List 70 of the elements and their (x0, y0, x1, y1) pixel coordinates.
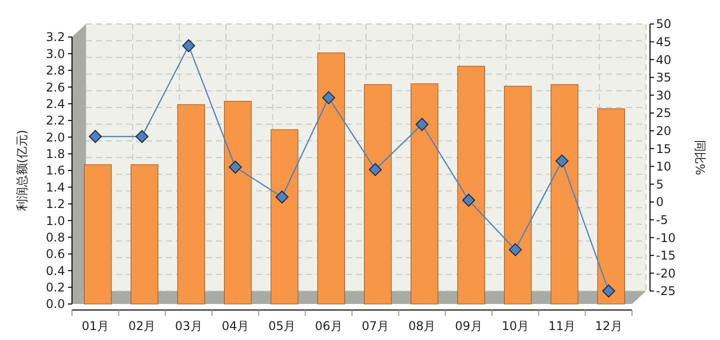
x-tick-label: 10月 (502, 319, 529, 333)
bar (364, 84, 392, 304)
y-tick-label: 3.0 (46, 46, 65, 61)
point (602, 284, 616, 298)
y-tick-label: 1.6 (46, 164, 65, 178)
point (228, 160, 242, 174)
y-tick-label: 2.2 (46, 114, 65, 128)
y-tick-label: 1.0 (46, 214, 65, 228)
bar (270, 129, 298, 304)
y2-tick-label: 45 (656, 35, 672, 49)
point (462, 194, 476, 207)
point (508, 243, 522, 256)
x-tick-label: 08月 (408, 319, 436, 333)
y-tick-label: 0.0 (46, 297, 65, 312)
point (88, 130, 102, 143)
point (136, 130, 148, 143)
y-tick-label: 0.4 (46, 264, 65, 278)
point (416, 118, 428, 131)
x-tick-label: 03月 (175, 319, 202, 333)
y2-tick-label: 15 (656, 142, 672, 156)
y-tick-label: 0.8 (46, 230, 65, 244)
bar (457, 66, 485, 304)
bar (130, 164, 158, 304)
y2-tick-label: 0 (656, 195, 664, 210)
y2-tick-label: -10 (656, 230, 676, 245)
y2-tick-label: 10 (656, 160, 672, 174)
point (556, 154, 568, 168)
x-tick-label: 06月 (315, 319, 342, 333)
y2-tick-label: 50 (656, 17, 672, 32)
bar (550, 84, 578, 304)
bar (224, 100, 252, 304)
y2-axis-title: 同比% (693, 140, 707, 176)
y-tick-label: 2.0 (46, 130, 65, 144)
bar (597, 108, 625, 304)
y-tick-label: 2.6 (46, 80, 65, 94)
x-tick-label: 11月 (548, 319, 576, 333)
y-tick-label: 2.4 (46, 96, 65, 111)
x-tick-label: 07月 (362, 319, 389, 333)
bar (410, 83, 438, 304)
y2-tick-label: 25 (656, 106, 672, 120)
y-tick-label: 2.8 (46, 64, 65, 78)
x-tick-label: 12月 (595, 319, 622, 333)
y2-tick-label: 35 (656, 70, 672, 85)
y-axis-title: 利润总额(亿元) (15, 130, 29, 212)
point (276, 190, 288, 204)
y2-tick-label: 5 (656, 177, 664, 192)
y-tick-label: 0.6 (46, 247, 65, 262)
y2-tick-label: 20 (656, 124, 672, 138)
y-tick-label: 1.2 (46, 197, 65, 212)
bar (317, 52, 345, 304)
y2-tick-label: -20 (656, 266, 676, 280)
y2-tick-label: -5 (656, 213, 668, 227)
point (322, 91, 336, 104)
x-tick-label: 02月 (128, 319, 156, 333)
x-tick-label: 09月 (455, 319, 482, 333)
y2-tick-label: -25 (656, 284, 676, 298)
y2-tick-label: 30 (656, 88, 672, 102)
y-tick-label: 0.2 (46, 280, 65, 295)
y2-tick-label: 40 (656, 52, 672, 67)
x-tick-label: 04月 (222, 319, 249, 333)
x-tick-label: 01月 (82, 319, 109, 333)
y-tick-label: 3.2 (46, 30, 65, 44)
bar (177, 104, 205, 304)
x-tick-label: 05月 (268, 319, 296, 333)
point (182, 39, 196, 52)
y-tick-label: 1.8 (46, 147, 65, 162)
bar (504, 86, 532, 304)
y2-tick-label: -15 (656, 248, 676, 263)
point (368, 163, 382, 176)
y-tick-label: 1.4 (46, 180, 65, 194)
